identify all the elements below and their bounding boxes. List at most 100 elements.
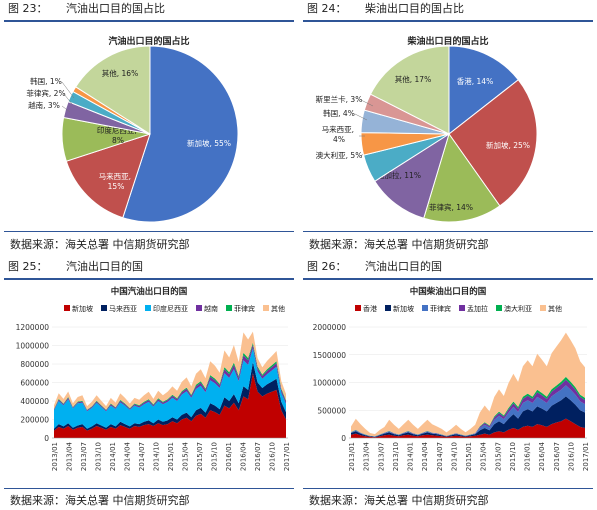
figure-number: 图 23： [8, 2, 48, 15]
chart-title: 中国柴油出口目的国 [410, 286, 487, 297]
y-tick-label: 200000 [20, 416, 49, 425]
y-tick-label: 1200000 [16, 323, 50, 332]
x-tick-label: 2013/10 [392, 442, 400, 471]
pie-slice-label: 其他, 17% [395, 74, 431, 84]
footer-rule [4, 488, 294, 489]
footer-rule [4, 231, 294, 232]
figure-header: 图 25： 汽油出口目的国 [4, 258, 294, 280]
y-tick-label: 600000 [20, 379, 49, 388]
x-tick-label: 2015/10 [211, 442, 219, 471]
figure-24-panel: 图 24： 柴油出口目的国占比 柴油出口目的国占比 香港, 14% 新加坡, 25%… [303, 0, 593, 255]
figure-25-panel: 图 25： 汽油出口目的国 中国汽油出口目的国 新加坡 马来西亚 印度尼西亚 越南 菲律宾… [4, 258, 294, 510]
y-tick-label: 1500000 [313, 351, 347, 360]
y-tick-label: 500000 [317, 406, 346, 415]
y-tick-label: 800000 [20, 360, 49, 369]
x-tick-label: 2015/01 [465, 442, 473, 471]
x-tick-label: 2016/10 [269, 442, 277, 471]
pie-slice [374, 132, 450, 219]
figure-number: 图 26： [307, 260, 347, 273]
figure-26-panel: 图 26： 汽油出口目的国 中国柴油出口目的国 香港 新加坡 菲律宾 孟加拉 澳大利亚 其他… [303, 258, 593, 510]
legend-swatch [540, 305, 546, 311]
pie-slice-label: 其他, 16% [102, 68, 138, 78]
x-tick-label: 2013/04 [363, 441, 371, 471]
y-tick-label: 2000000 [313, 323, 347, 332]
legend-entry: 香港 [363, 304, 377, 313]
x-tick-label: 2016/01 [225, 442, 233, 471]
x-tick-label: 2013/10 [95, 442, 103, 471]
legend-entry: 印度尼西亚 [153, 304, 188, 313]
chart-title: 柴油出口目的国占比 [406, 35, 488, 47]
area-series [351, 379, 585, 437]
legend-entry: 其他 [271, 304, 285, 313]
pie-slice-label: 新加坡, 25% [486, 140, 530, 150]
x-tick-label: 2016/01 [524, 442, 532, 471]
legend-swatch [422, 305, 428, 311]
legend-swatch [101, 305, 107, 311]
area-series [54, 348, 286, 429]
x-tick-label: 2014/04 [124, 441, 132, 471]
footer-rule [303, 231, 593, 232]
label-leader [61, 105, 71, 113]
label-leader [354, 113, 368, 121]
pie-slice [448, 79, 538, 207]
legend-swatch [145, 305, 151, 311]
pie-slice [65, 133, 151, 219]
y-tick-label: 0 [341, 434, 346, 443]
data-source: 数据来源：海关总署 中信期货研究部 [309, 238, 489, 251]
legend-swatch [64, 305, 70, 311]
x-tick-label: 2014/07 [436, 442, 444, 471]
pie-slice [75, 45, 151, 135]
label-leader [63, 93, 73, 105]
y-tick-label: 400000 [20, 397, 49, 406]
figure-header: 图 26： 汽油出口目的国 [303, 258, 593, 280]
y-tick-label: 1000000 [313, 379, 347, 388]
pie-slice-label: 菲律宾, 2% [26, 88, 65, 98]
area-series [351, 396, 585, 438]
chart-title: 中国汽油出口目的国 [111, 286, 188, 297]
chart-title: 汽油出口目的国占比 [108, 35, 189, 47]
x-tick-label: 2016/04 [240, 441, 248, 471]
x-tick-label: 2013/01 [348, 442, 356, 471]
label-leader [61, 81, 75, 99]
x-tick-label: 2015/01 [167, 442, 175, 471]
legend-entry: 澳大利亚 [504, 304, 532, 313]
area-series [54, 331, 286, 410]
x-tick-label: 2013/01 [51, 442, 59, 471]
y-tick-label: 1000000 [16, 342, 50, 351]
data-source: 数据来源：海关总署 中信期货研究部 [10, 494, 190, 507]
x-tick-label: 2014/10 [153, 442, 161, 471]
label-leader [360, 99, 374, 107]
pie-slice-label: 菲律宾, 14% [429, 202, 473, 212]
x-tick-label: 2014/10 [450, 442, 458, 471]
area-series [351, 332, 585, 437]
legend-swatch [226, 305, 232, 311]
x-tick-label: 2016/10 [567, 442, 575, 471]
figure-23-panel: 图 23： 汽油出口目的国占比 汽油出口目的国占比 新加坡, 55% 马来西亚, 1… [4, 0, 294, 255]
legend-entry: 新加坡 [72, 304, 93, 313]
pie-slice-label: 印度尼西亚, 8% [97, 125, 139, 145]
pie-slice-label: 斯里兰卡, 3% [316, 94, 363, 104]
x-tick-label: 2015/04 [182, 441, 190, 471]
pie-slice [369, 45, 450, 135]
figure-title: 汽油出口目的国占比 [66, 2, 165, 15]
area-series [54, 373, 286, 438]
figure-title: 柴油出口目的国占比 [365, 2, 464, 15]
legend-entry: 新加坡 [393, 304, 414, 313]
x-tick-label: 2015/10 [509, 442, 517, 471]
pie-slice-label: 马来西亚, 15% [99, 172, 134, 191]
pie-slice-label: 澳大利亚, 5% [316, 150, 363, 160]
x-tick-label: 2016/04 [538, 441, 546, 471]
x-tick-label: 2014/01 [407, 442, 415, 471]
area-series [351, 385, 585, 437]
figure-number: 图 24： [307, 2, 347, 15]
legend-entry: 其他 [548, 304, 562, 313]
legend-entry: 菲律宾 [430, 304, 451, 313]
x-tick-label: 2017/01 [283, 442, 291, 471]
legend-swatch [385, 305, 391, 311]
legend-swatch [459, 305, 465, 311]
legend-swatch [355, 305, 361, 311]
